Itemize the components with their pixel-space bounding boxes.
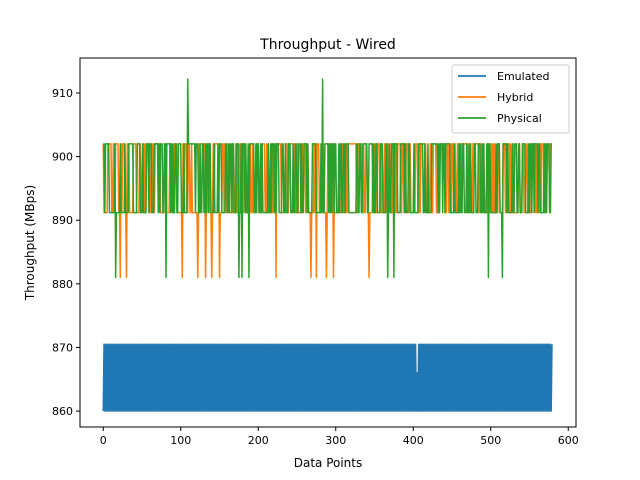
- legend-label-hybrid: Hybrid: [497, 91, 533, 104]
- x-tick-label: 500: [480, 434, 501, 447]
- x-tick-label: 100: [170, 434, 191, 447]
- y-axis-label: Throughput (MBps): [23, 185, 37, 301]
- y-tick-label: 900: [52, 151, 73, 164]
- legend-box: [451, 64, 570, 134]
- legend-label-emulated: Emulated: [497, 70, 550, 83]
- y-axis: 860 870 880 890 900 910: [52, 87, 80, 418]
- y-tick-label: 860: [52, 405, 73, 418]
- legend-label-physical: Physical: [497, 112, 542, 125]
- y-tick-label: 870: [52, 341, 73, 354]
- y-tick-label: 880: [52, 278, 73, 291]
- y-tick-label: 890: [52, 214, 73, 227]
- x-axis-label: Data Points: [294, 456, 363, 470]
- x-tick-label: 200: [248, 434, 269, 447]
- x-tick-label: 600: [558, 434, 579, 447]
- series-line-physical: [103, 78, 552, 279]
- legend: Emulated Hybrid Physical: [451, 64, 570, 134]
- x-tick-label: 400: [403, 434, 424, 447]
- plot-frame: [79, 57, 577, 428]
- x-tick-label: 0: [100, 434, 107, 447]
- series-line-emulated: [102, 343, 553, 412]
- series-layer: [102, 78, 553, 412]
- chart-title: Throughput - Wired: [259, 37, 396, 53]
- y-tick-label: 910: [52, 87, 73, 100]
- x-axis: 0 100 200 300 400 500 600: [100, 427, 579, 447]
- x-tick-label: 300: [325, 434, 346, 447]
